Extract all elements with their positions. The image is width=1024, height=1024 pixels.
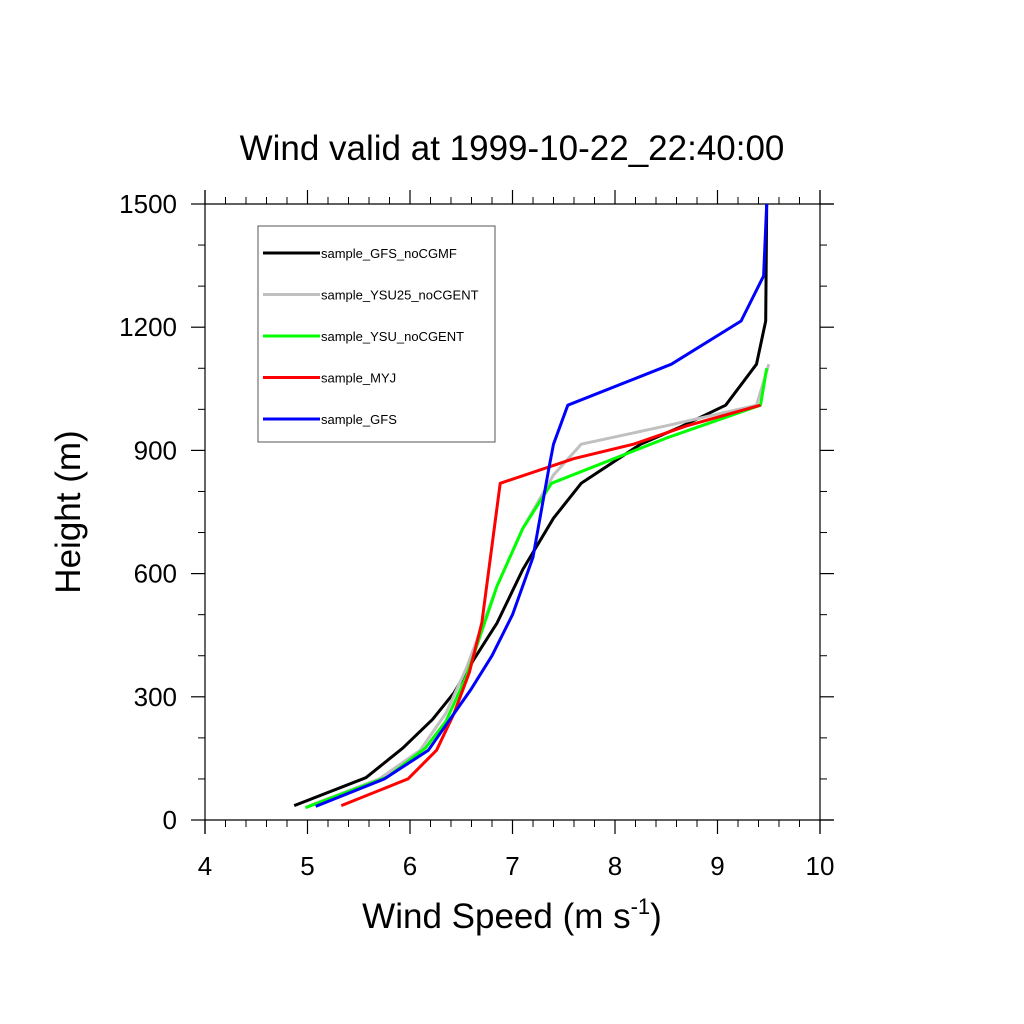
y-tick-label: 900 — [134, 435, 177, 465]
series-line-sample_MYJ — [340, 403, 761, 807]
x-tick-label: 4 — [198, 851, 212, 881]
x-tick-label: 10 — [806, 851, 835, 881]
chart-title: Wind valid at 1999-10-22_22:40:00 — [240, 129, 785, 168]
legend-label: sample_GFS_noCGMF — [321, 246, 457, 261]
x-axis-title-main: Wind Speed (m s — [362, 897, 630, 936]
x-tick-label: 7 — [505, 851, 519, 881]
series-line-sample_GFS — [315, 203, 769, 808]
series-line-sample_GFS_noCGMF — [293, 203, 769, 807]
x-axis-title: Wind Speed (m s-1) — [362, 894, 662, 936]
y-tick-label: 0 — [163, 805, 177, 835]
y-tick-label: 300 — [134, 682, 177, 712]
legend-box — [257, 225, 496, 443]
x-axis-title-close: ) — [650, 897, 662, 936]
legend-label: sample_YSU_noCGENT — [321, 329, 464, 344]
y-tick-label: 600 — [134, 559, 177, 589]
y-tick-label: 1200 — [119, 312, 177, 342]
x-tick-label: 5 — [300, 851, 314, 881]
legend-label: sample_GFS — [321, 412, 397, 427]
x-tick-label: 8 — [608, 851, 622, 881]
x-tick-labels: 4 5 6 7 8 9 10 — [198, 851, 835, 881]
legend-label: sample_YSU25_noCGENT — [321, 288, 479, 303]
x-tick-label: 6 — [403, 851, 417, 881]
y-tick-labels: 0 300 600 900 1200 1500 — [119, 189, 177, 835]
y-tick-label: 1500 — [119, 189, 177, 219]
legend: sample_GFS_noCGMF sample_YSU25_noCGENTsam… — [257, 225, 496, 443]
legend-label: sample_MYJ — [321, 371, 396, 386]
x-tick-label: 9 — [710, 851, 724, 881]
series-line-sample_YSU_noCGENT — [304, 368, 769, 810]
series-lines — [293, 203, 771, 810]
axis-ticks — [191, 190, 834, 834]
x-axis-title-superscript: -1 — [631, 894, 651, 919]
plot-frame — [204, 190, 834, 834]
y-axis-title: Height (m) — [49, 430, 88, 593]
